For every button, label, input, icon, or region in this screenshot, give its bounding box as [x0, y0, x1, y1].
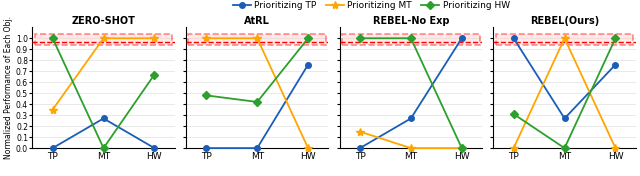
Y-axis label: Normalized Performance of Each Obj.: Normalized Performance of Each Obj.	[4, 16, 13, 159]
Title: AtRL: AtRL	[244, 17, 270, 26]
Title: ZERO-SHOT: ZERO-SHOT	[72, 17, 136, 26]
Bar	[342, 34, 479, 45]
Bar	[188, 34, 326, 45]
Legend: Prioritizing TP, Prioritizing MT, Prioritizing HW: Prioritizing TP, Prioritizing MT, Priori…	[229, 0, 513, 14]
Bar	[35, 34, 172, 45]
Title: REBEL(Ours): REBEL(Ours)	[530, 17, 599, 26]
Title: REBEL-No Exp: REBEL-No Exp	[372, 17, 449, 26]
Bar	[496, 34, 634, 45]
